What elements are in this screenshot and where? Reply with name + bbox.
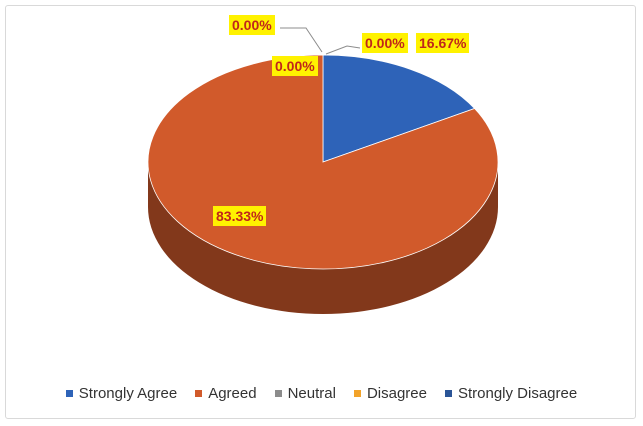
leader-line-disagree [280, 27, 323, 53]
legend-label-strongly-agree: Strongly Agree [78, 385, 178, 402]
pie-side-agreed [148, 162, 498, 314]
legend-label-neutral: Neutral [287, 385, 336, 402]
data-label-agreed: 83.33% [213, 206, 267, 226]
legend-label-disagree: Disagree [366, 385, 427, 402]
data-label-neutral: 0.00% [272, 56, 318, 76]
pie-top-slices [147, 54, 499, 270]
legend-swatch-strongly-agree [65, 390, 73, 397]
data-label-strongly-agree: 16.67% [416, 33, 470, 53]
legend-swatch-disagree [353, 390, 361, 397]
legend-label-strongly-disagree: Strongly Disagree [457, 385, 578, 402]
pie-depth-side [148, 162, 498, 314]
leader-line-strongly-disagree [325, 45, 361, 55]
legend: Strongly Agree Agreed Neutral Disagree S… [0, 385, 643, 402]
legend-item-neutral: Neutral [274, 385, 336, 402]
legend-item-agreed: Agreed [195, 385, 257, 402]
data-label-strongly-disagree: 0.00% [362, 33, 408, 53]
legend-swatch-strongly-disagree [444, 390, 452, 397]
legend-item-strongly-disagree: Strongly Disagree [444, 385, 578, 402]
leader-lines [280, 27, 361, 55]
legend-item-disagree: Disagree [353, 385, 427, 402]
legend-swatch-neutral [274, 390, 282, 397]
legend-label-agreed: Agreed [208, 385, 257, 402]
data-label-disagree: 0.00% [229, 15, 275, 35]
legend-swatch-agreed [195, 390, 203, 397]
pie-slice-strongly-agree [322, 54, 476, 163]
legend-item-strongly-agree: Strongly Agree [65, 385, 178, 402]
